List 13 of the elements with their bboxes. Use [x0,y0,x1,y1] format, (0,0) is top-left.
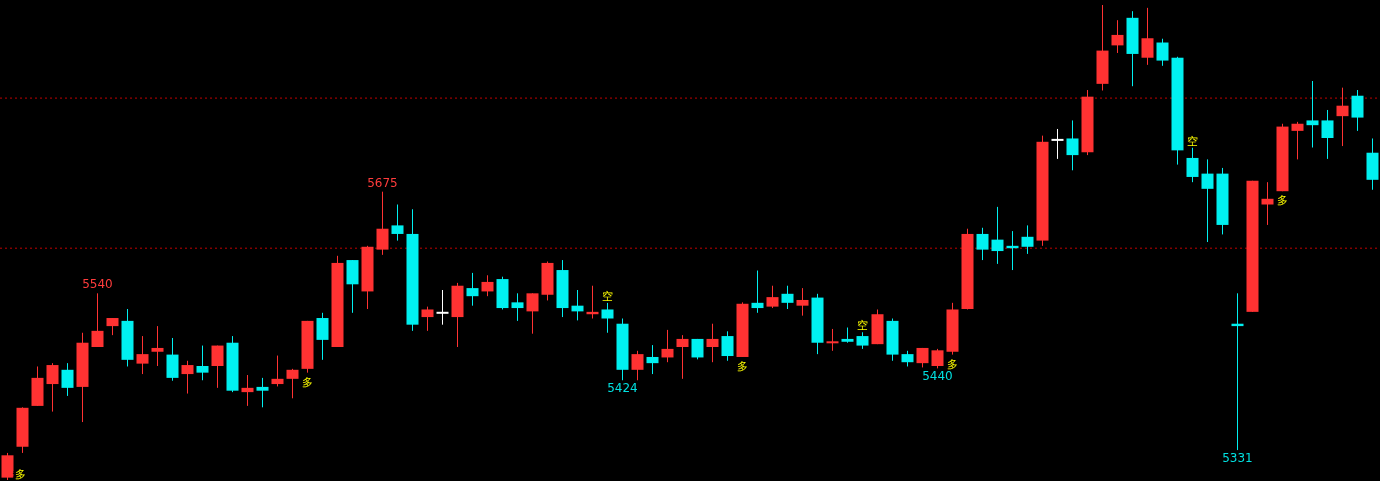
annotation: 空 [857,319,868,333]
text: 5331 [1222,451,1253,466]
annotation: 多 [947,357,958,371]
text: 5675 [367,175,398,190]
annotation: 多 [1277,194,1288,208]
annotation: 多 [737,359,748,373]
annotation: 多 [15,468,26,481]
text: 5440 [922,369,953,384]
annotation: 空 [602,289,613,303]
text: 5540 [82,277,113,292]
annotation: 多 [302,375,313,389]
annotation: 空 [1187,134,1198,148]
text: 5424 [607,381,638,396]
